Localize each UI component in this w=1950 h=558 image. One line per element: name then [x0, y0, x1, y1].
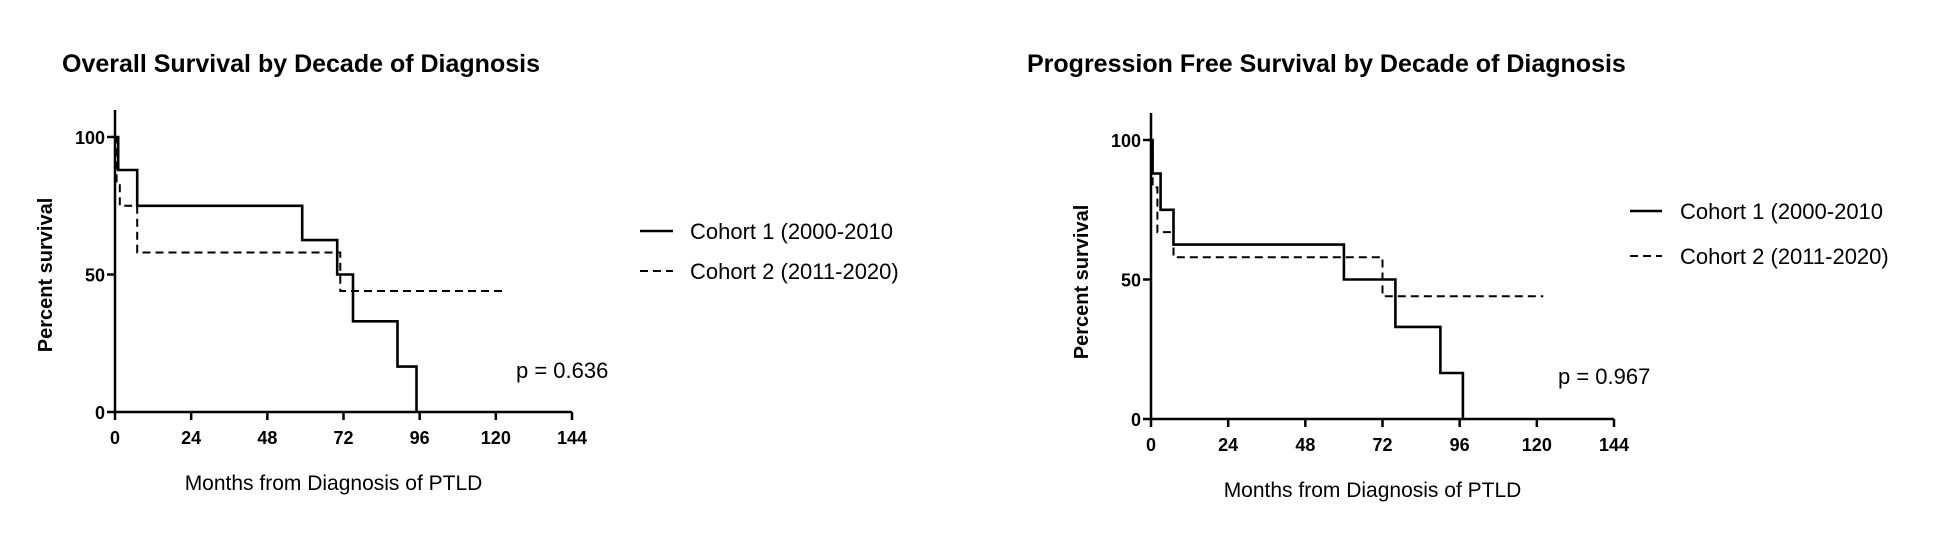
- chart1-x-tick-label: 72: [333, 428, 353, 448]
- chart2-x-tick-label: 0: [1146, 435, 1156, 455]
- chart2-x-tick-label: 24: [1218, 435, 1238, 455]
- chart2-series-2-line: [1151, 139, 1544, 298]
- chart2-title: Progression Free Survival by Decade of D…: [1027, 50, 1626, 78]
- chart1-x-axis-label: Months from Diagnosis of PTLD: [185, 472, 483, 495]
- chart1-y-tick-label: 0: [95, 403, 105, 423]
- chart2-series-1-line: [1151, 138, 1465, 419]
- chart1-x-tick-label: 24: [181, 428, 201, 448]
- chart2-x-tick-label: 144: [1599, 435, 1629, 455]
- chart1-legend-label-1: Cohort 1 (2000-2010: [690, 219, 893, 244]
- chart2-y-tick-label: 0: [1131, 410, 1141, 430]
- chart1-title: Overall Survival by Decade of Diagnosis: [62, 50, 540, 78]
- chart2-x-tick-label: 48: [1295, 435, 1315, 455]
- chart2-p-value: p = 0.967: [1558, 364, 1650, 389]
- chart1-x-tick-label: 0: [110, 428, 120, 448]
- chart1-x-tick-label: 120: [481, 428, 511, 448]
- chart1-series-1-line: [115, 135, 418, 412]
- chart1-x-tick-label: 48: [257, 428, 277, 448]
- chart2-x-axis-label: Months from Diagnosis of PTLD: [1224, 479, 1522, 502]
- chart2-x-tick-label: 96: [1450, 435, 1470, 455]
- chart1-p-value: p = 0.636: [516, 358, 608, 383]
- chart1-x-tick-label: 144: [557, 428, 587, 448]
- chart2-x-tick-label: 72: [1372, 435, 1392, 455]
- chart1-y-tick-label: 50: [85, 266, 105, 286]
- chart1-y-tick-label: 100: [75, 128, 105, 148]
- chart2-legend-label-2: Cohort 2 (2011-2020): [1680, 244, 1889, 269]
- chart1-series-2-line: [115, 136, 503, 292]
- chart1-legend-label-2: Cohort 2 (2011-2020): [690, 259, 899, 284]
- chart1-y-axis-label: Percent survival: [35, 198, 57, 353]
- chart1-x-tick-label: 96: [410, 428, 430, 448]
- chart2-y-tick-label: 50: [1121, 271, 1141, 291]
- chart2-y-tick-label: 100: [1111, 131, 1141, 151]
- chart2-x-tick-label: 120: [1522, 435, 1552, 455]
- chart2-legend-label-1: Cohort 1 (2000-2010: [1680, 199, 1883, 224]
- chart2-y-axis-label: Percent survival: [1071, 205, 1093, 360]
